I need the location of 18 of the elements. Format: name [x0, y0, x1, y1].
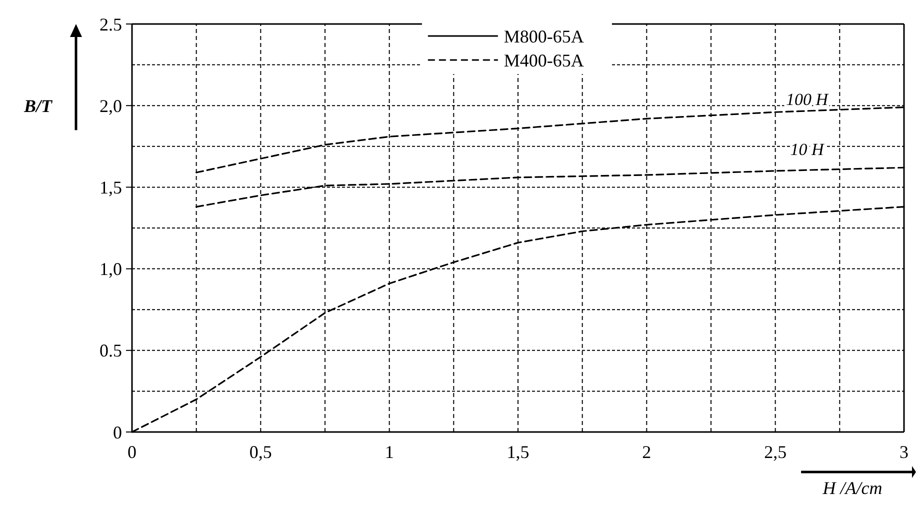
y-tick-label: 2.5	[100, 14, 122, 34]
x-axis-title: H /A/cm	[822, 478, 882, 498]
x-tick-label: 3	[900, 442, 908, 462]
x-tick-label: 2,5	[764, 442, 787, 462]
y-tick-label: 2,0	[100, 96, 122, 116]
x-tick-label: 1	[384, 442, 394, 462]
y-tick-label: 0.5	[100, 340, 122, 361]
legend-label: M400-65A	[504, 50, 584, 70]
x-tick-label: 2	[642, 442, 652, 462]
x-tick-label: 0	[128, 442, 136, 462]
y-axis-title: B/T	[23, 96, 54, 116]
x-tick-label: 0,5	[249, 442, 272, 462]
annotation: 100 H	[786, 90, 830, 109]
legend-label: M800-65A	[504, 26, 584, 46]
x-tick-label: 1,5	[506, 442, 530, 462]
y-tick-label: 1,5	[100, 178, 122, 198]
y-tick-label: 0	[113, 422, 122, 442]
y-tick-label: 1,0	[100, 259, 122, 280]
